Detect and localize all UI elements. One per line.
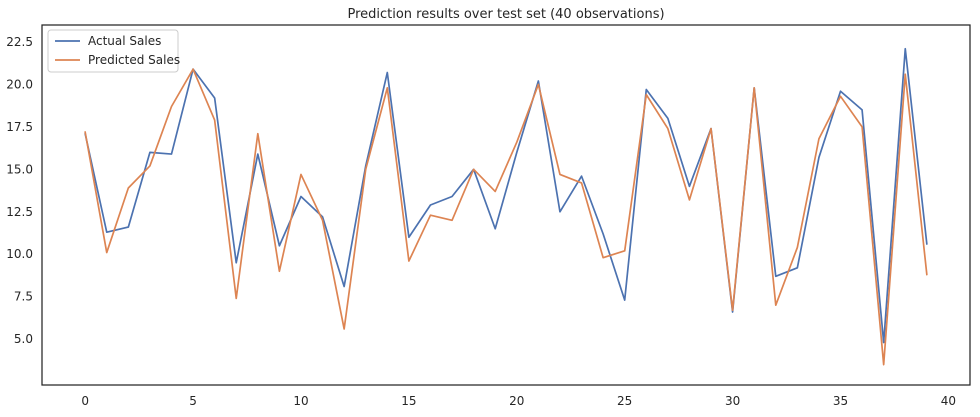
- x-tick-label: 25: [617, 394, 632, 408]
- y-tick-label: 22.5: [6, 35, 33, 49]
- plot-area: 0 5 10 15 20 25 30 35 40 5.0 7.5 10.0 12.5 15.0 17.5 2…: [6, 24, 971, 408]
- x-tick-label: 20: [509, 394, 524, 408]
- series-line-actual-sales: [84, 47, 928, 344]
- y-tick-label: 12.5: [6, 205, 33, 219]
- x-tick-label: 15: [401, 394, 416, 408]
- x-tick-label: 0: [81, 394, 89, 408]
- y-tick-label: 15.0: [6, 162, 33, 176]
- x-tick-label: 30: [725, 394, 740, 408]
- chart-title: Prediction results over test set (40 obs…: [347, 7, 664, 22]
- y-tick-label: 5.0: [14, 332, 33, 346]
- series-line-predicted-sales: [84, 68, 928, 366]
- legend-label: Actual Sales: [88, 34, 161, 48]
- x-tick-label: 35: [833, 394, 848, 408]
- y-tick-label: 7.5: [14, 290, 33, 304]
- y-axis: 5.0 7.5 10.0 12.5 15.0 17.5 20.0 22.5: [6, 35, 33, 346]
- legend: Actual Sales Predicted Sales: [47, 29, 180, 73]
- x-tick-label: 40: [941, 394, 956, 408]
- y-tick-label: 17.5: [6, 120, 33, 134]
- y-tick-label: 20.0: [6, 77, 33, 91]
- x-tick-label: 10: [293, 394, 308, 408]
- y-tick-label: 10.0: [6, 247, 33, 261]
- legend-box: [47, 29, 179, 73]
- x-axis: 0 5 10 15 20 25 30 35 40: [81, 394, 956, 408]
- series-lines: [84, 47, 928, 366]
- x-tick-label: 5: [189, 394, 197, 408]
- axes-frame: [41, 24, 971, 386]
- legend-label: Predicted Sales: [88, 53, 180, 67]
